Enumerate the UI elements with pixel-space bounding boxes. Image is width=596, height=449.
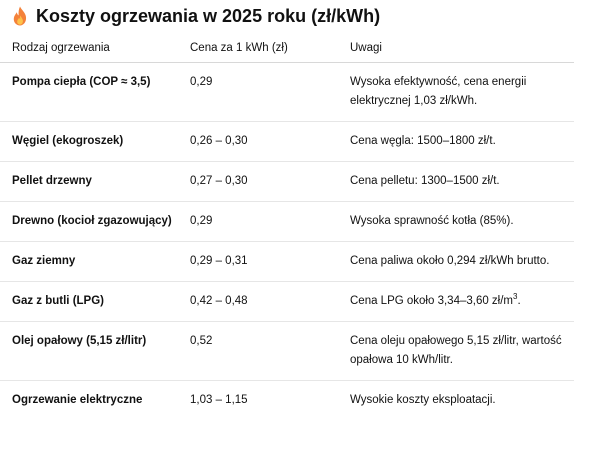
cell-price: 0,27 – 0,30 xyxy=(180,161,340,202)
cell-type: Pellet drzewny xyxy=(0,161,180,202)
cell-price: 0,29 xyxy=(180,62,340,122)
cell-note-text: Cena LPG około 3,34–3,60 zł/m xyxy=(350,295,514,307)
cell-type: Pompa ciepła (COP ≈ 3,5) xyxy=(0,62,180,122)
cell-note: Cena oleju opałowego 5,15 zł/litr, warto… xyxy=(340,321,574,381)
cell-price: 0,42 – 0,48 xyxy=(180,281,340,322)
table-header-row: Rodzaj ogrzewania Cena za 1 kWh (zł) Uwa… xyxy=(0,34,574,63)
cell-price: 0,52 xyxy=(180,321,340,381)
cell-type: Drewno (kocioł zgazowujący) xyxy=(0,201,180,242)
cell-type: Węgiel (ekogroszek) xyxy=(0,121,180,162)
table-row: Olej opałowy (5,15 zł/litr) 0,52 Cena ol… xyxy=(0,321,574,381)
table-row: Węgiel (ekogroszek) 0,26 – 0,30 Cena węg… xyxy=(0,121,574,162)
superscript-cubed: 3 xyxy=(513,292,518,302)
cell-note: Wysokie koszty eksploatacji. xyxy=(350,394,496,406)
table-row: Pellet drzewny 0,27 – 0,30 Cena pelletu:… xyxy=(0,161,574,202)
table-row: Pompa ciepła (COP ≈ 3,5) 0,29 Wysoka efe… xyxy=(0,62,574,122)
cell-note: Cena LPG około 3,34–3,60 zł/m3. xyxy=(340,281,574,322)
cell-price: 0,29 xyxy=(180,201,340,242)
cell-note: Cena pelletu: 1300–1500 zł/t. xyxy=(340,161,574,202)
title-row: Koszty ogrzewania w 2025 roku (zł/kWh) xyxy=(12,4,380,28)
cell-type: Gaz z butli (LPG) xyxy=(0,281,180,322)
heating-cost-table: Rodzaj ogrzewania Cena za 1 kWh (zł) Uwa… xyxy=(0,34,574,420)
cell-note: Cena węgla: 1500–1800 zł/t. xyxy=(340,121,574,162)
cell-note: Cena paliwa około 0,294 zł/kWh brutto. xyxy=(340,241,574,282)
cell-note-end: . xyxy=(517,295,521,307)
cell-type: Olej opałowy (5,15 zł/litr) xyxy=(0,321,180,381)
cell-price: 0,29 – 0,31 xyxy=(180,241,340,282)
fire-icon xyxy=(13,6,27,26)
cell-type: Ogrzewanie elektryczne xyxy=(12,394,143,406)
header-notes: Uwagi xyxy=(340,34,574,63)
table-row: Gaz z butli (LPG) 0,42 – 0,48 Cena LPG o… xyxy=(0,281,574,322)
header-price: Cena za 1 kWh (zł) xyxy=(180,34,340,63)
table-row: Ogrzewanie elektryczne 1,03 – 1,15 Wysok… xyxy=(0,381,574,421)
page-title: Koszty ogrzewania w 2025 roku (zł/kWh) xyxy=(36,5,381,26)
table-row: Drewno (kocioł zgazowujący) 0,29 Wysoka … xyxy=(0,201,574,242)
cell-price: 0,26 – 0,30 xyxy=(180,121,340,162)
header-heating-type: Rodzaj ogrzewania xyxy=(0,34,180,63)
cell-price: 1,03 – 1,15 xyxy=(190,394,248,406)
cell-note: Wysoka efektywność, cena energii elektry… xyxy=(340,62,574,122)
cell-type: Gaz ziemny xyxy=(0,241,180,282)
cell-note: Wysoka sprawność kotła (85%). xyxy=(340,201,574,242)
table-row: Gaz ziemny 0,29 – 0,31 Cena paliwa około… xyxy=(0,241,574,282)
